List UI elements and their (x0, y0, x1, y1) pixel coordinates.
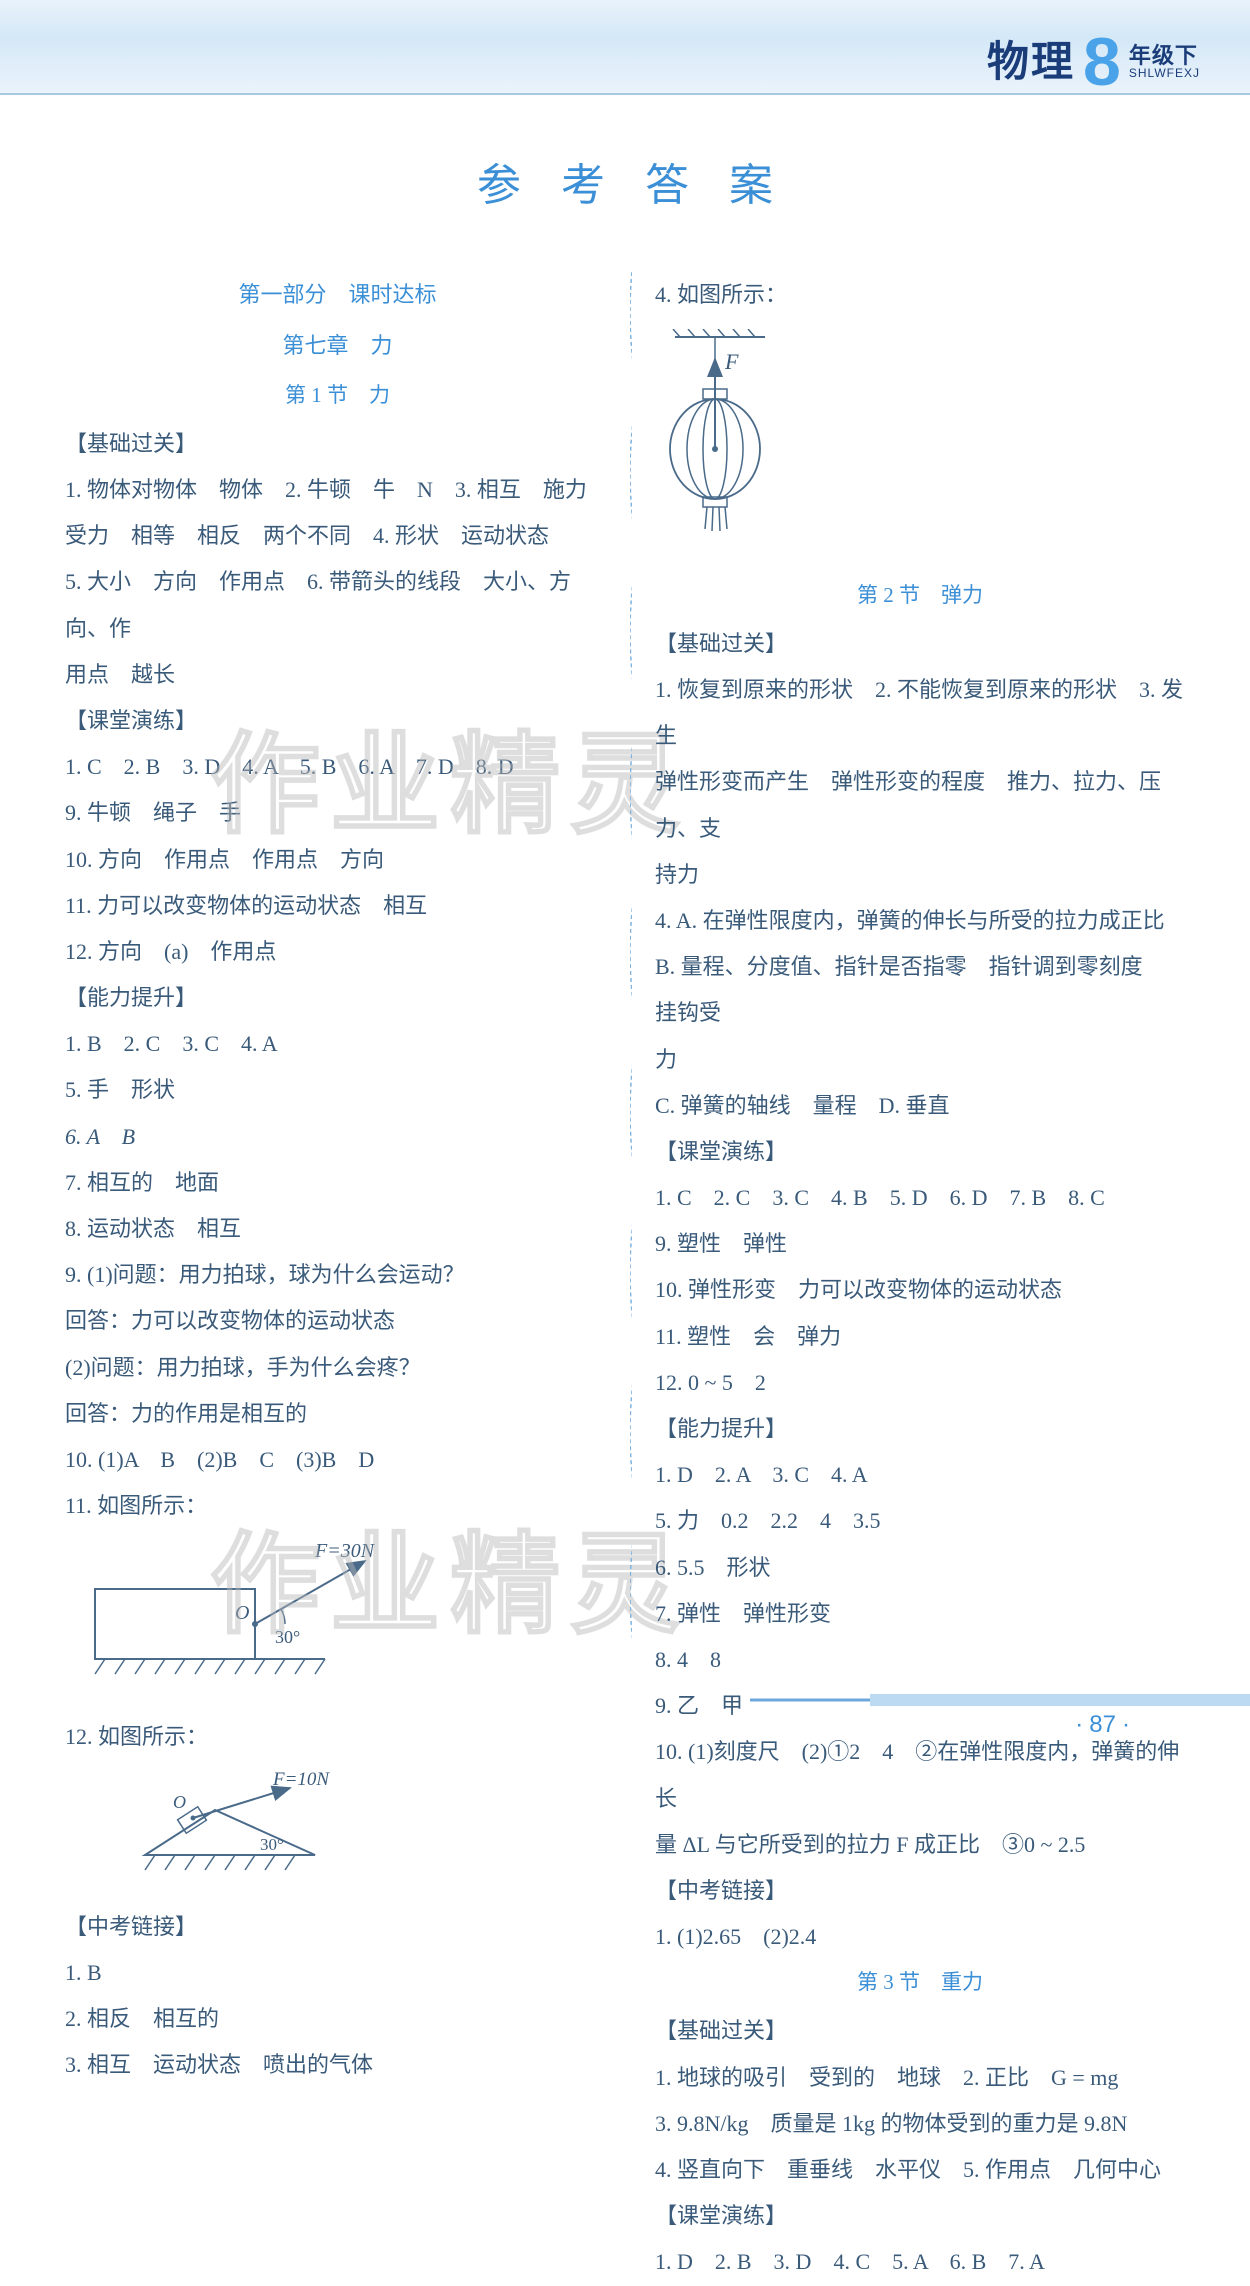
group-basic: 【基础过关】 1. 恢复到原来的形状 2. 不能恢复到原来的形状 3. 发生 弹… (655, 621, 1185, 1129)
group-class: 【课堂演练】 1. C 2. C 3. C 4. B 5. D 6. D 7. … (655, 1129, 1185, 1406)
answer-line: 9. 牛顿 绳子 手 (65, 790, 610, 836)
group-class: 【课堂演练】 1. C 2. B 3. D 4. A 5. B 6. A 7. … (65, 698, 610, 975)
answer-line: 5. 力 0.2 2.2 4 3.5 (655, 1498, 1185, 1544)
logo-grade-pinyin: SHLWFEXJ (1129, 67, 1200, 80)
group-ability: 【能力提升】 1. B 2. C 3. C 4. A 5. 手 形状 6. A … (65, 975, 610, 1529)
answer-line: 12. 方向 (a) 作用点 (65, 929, 610, 975)
column-right: 4. 如图所示： (630, 272, 1195, 2285)
figure-force-incline: O 30° F=10N (65, 1770, 610, 1896)
page-number: 87 (1075, 1700, 1130, 1750)
page-header-band: 物理 8 年级下 SHLWFEXJ (0, 0, 1250, 95)
section-heading: 第 1 节 力 (65, 373, 610, 417)
fig-origin-label: O (173, 1792, 186, 1812)
answer-line: 量 ΔL 与它所受到的拉力 F 成正比 ③0 ~ 2.5 (655, 1822, 1185, 1868)
fig-force-label: F=10N (272, 1770, 330, 1790)
answer-line: 5. 手 形状 (65, 1067, 610, 1113)
answer-line: 1. D 2. A 3. C 4. A (655, 1452, 1185, 1498)
fig-force-label: F=30N (314, 1540, 376, 1562)
column-divider (630, 272, 632, 1672)
logo-subject: 物理 (987, 18, 1075, 106)
figure-lantern: F (655, 329, 1185, 565)
answer-line: B. 量程、分度值、指针是否指零 指针调到零刻度 挂钩受 (655, 944, 1185, 1036)
part-heading: 第一部分 课时达标 (65, 272, 610, 318)
answer-line: 12. 如图所示： (65, 1714, 610, 1760)
column-left: 第一部分 课时达标 第七章 力 第 1 节 力 【基础过关】 1. 物体对物体 … (65, 272, 630, 2285)
group-exam: 【中考链接】 1. (1)2.65 (2)2.4 (655, 1868, 1185, 1960)
answer-line: 1. 恢复到原来的形状 2. 不能恢复到原来的形状 3. 发生 (655, 667, 1185, 759)
content-columns: 第一部分 课时达标 第七章 力 第 1 节 力 【基础过关】 1. 物体对物体 … (0, 262, 1250, 2285)
group-ability: 【能力提升】 1. D 2. A 3. C 4. A 5. 力 0.2 2.2 … (655, 1406, 1185, 1868)
answer-line: 1. C 2. C 3. C 4. B 5. D 6. D 7. B 8. C (655, 1175, 1185, 1221)
answer-line: 8. 4 8 (655, 1637, 1185, 1683)
fig-origin-label: O (235, 1602, 249, 1624)
answer-line: 7. 相互的 地面 (65, 1160, 610, 1206)
answer-line: 用点 越长 (65, 652, 610, 698)
answer-line: 1. D 2. B 3. D 4. C 5. A 6. B 7. A (655, 2239, 1185, 2285)
answer-line: 持力 (655, 852, 1185, 898)
answer-line: C. 弹簧的轴线 量程 D. 垂直 (655, 1083, 1185, 1129)
figure-force-box: O 30° F=30N (65, 1539, 610, 1705)
group-label: 【课堂演练】 (655, 2193, 1185, 2239)
answer-line: 受力 相等 相反 两个不同 4. 形状 运动状态 (65, 513, 610, 559)
fig-force-label: F (724, 349, 739, 374)
group-label: 【基础过关】 (655, 621, 1185, 667)
answer-line: 力 (655, 1037, 1185, 1083)
section-heading: 第 2 节 弹力 (655, 573, 1185, 617)
answer-line: 1. C 2. B 3. D 4. A 5. B 6. A 7. D 8. D (65, 744, 610, 790)
answer-line: 1. (1)2.65 (2)2.4 (655, 1914, 1185, 1960)
group-basic: 【基础过关】 1. 地球的吸引 受到的 地球 2. 正比 G = mg 3. 9… (655, 2008, 1185, 2193)
logo-grade-cn: 年级下 (1129, 44, 1200, 67)
answer-line: 4. A. 在弹性限度内，弹簧的伸长与所受的拉力成正比 (655, 898, 1185, 944)
fig-angle-label: 30° (275, 1627, 300, 1647)
book-logo: 物理 8 年级下 SHLWFEXJ (987, 18, 1200, 106)
group-label: 【能力提升】 (655, 1406, 1185, 1452)
group-label: 【课堂演练】 (655, 1129, 1185, 1175)
answer-line: 回答：力的作用是相互的 (65, 1391, 610, 1437)
group-label: 【中考链接】 (65, 1904, 610, 1950)
answer-line: 10. (1)A B (2)B C (3)B D (65, 1437, 610, 1483)
answer-line: 10. 方向 作用点 作用点 方向 (65, 837, 610, 883)
group-basic: 【基础过关】 1. 物体对物体 物体 2. 牛顿 牛 N 3. 相互 施力 受力… (65, 421, 610, 698)
group-label: 【基础过关】 (655, 2008, 1185, 2054)
answer-line: 1. B 2. C 3. C 4. A (65, 1021, 610, 1067)
answer-line: 2. 相反 相互的 (65, 1996, 610, 2042)
answer-line: 8. 运动状态 相互 (65, 1206, 610, 1252)
group-class: 【课堂演练】 1. D 2. B 3. D 4. C 5. A 6. B 7. … (655, 2193, 1185, 2285)
answer-line: 3. 相互 运动状态 喷出的气体 (65, 2042, 610, 2088)
answer-line: 11. 力可以改变物体的运动状态 相互 (65, 883, 610, 929)
group-label: 【中考链接】 (655, 1868, 1185, 1914)
answer-line: 4. 如图所示： (655, 272, 1185, 318)
answer-line: 4. 竖直向下 重垂线 水平仪 5. 作用点 几何中心 (655, 2147, 1185, 2193)
page-title: 参考答案 (0, 95, 1250, 262)
answer-line: 1. 地球的吸引 受到的 地球 2. 正比 G = mg (655, 2055, 1185, 2101)
section-heading: 第 3 节 重力 (655, 1960, 1185, 2004)
answer-line: 9. 塑性 弹性 (655, 1221, 1185, 1267)
answer-line: (2)问题：用力拍球，手为什么会疼？ (65, 1345, 610, 1391)
logo-grade-text: 年级下 SHLWFEXJ (1129, 44, 1200, 80)
chapter-heading: 第七章 力 (65, 323, 610, 369)
logo-grade-number: 8 (1083, 28, 1121, 96)
group-label: 【基础过关】 (65, 421, 610, 467)
answer-line: 1. B (65, 1950, 610, 1996)
answer-line: 弹性形变而产生 弹性形变的程度 推力、拉力、压力、支 (655, 759, 1185, 851)
answer-line: 11. 塑性 会 弹力 (655, 1314, 1185, 1360)
answer-line: 10. 弹性形变 力可以改变物体的运动状态 (655, 1267, 1185, 1313)
answer-line: 7. 弹性 弹性形变 (655, 1591, 1185, 1637)
fig-angle-label: 30° (260, 1835, 284, 1854)
footer-decoration (750, 1685, 1250, 1715)
answer-line: 6. A B (65, 1114, 610, 1160)
group-exam: 【中考链接】 1. B 2. 相反 相互的 3. 相互 运动状态 喷出的气体 (65, 1904, 610, 2089)
answer-line: 11. 如图所示： (65, 1483, 610, 1529)
answer-line: 1. 物体对物体 物体 2. 牛顿 牛 N 3. 相互 施力 (65, 467, 610, 513)
answer-line: 9. (1)问题：用力拍球，球为什么会运动？ (65, 1252, 610, 1298)
answer-line: 6. 5.5 形状 (655, 1545, 1185, 1591)
answer-line: 回答：力可以改变物体的运动状态 (65, 1298, 610, 1344)
answer-line: 5. 大小 方向 作用点 6. 带箭头的线段 大小、方向、作 (65, 559, 610, 651)
answer-line: 3. 9.8N/kg 质量是 1kg 的物体受到的重力是 9.8N (655, 2101, 1185, 2147)
group-label: 【课堂演练】 (65, 698, 610, 744)
group-label: 【能力提升】 (65, 975, 610, 1021)
answer-line: 12. 0 ~ 5 2 (655, 1360, 1185, 1406)
